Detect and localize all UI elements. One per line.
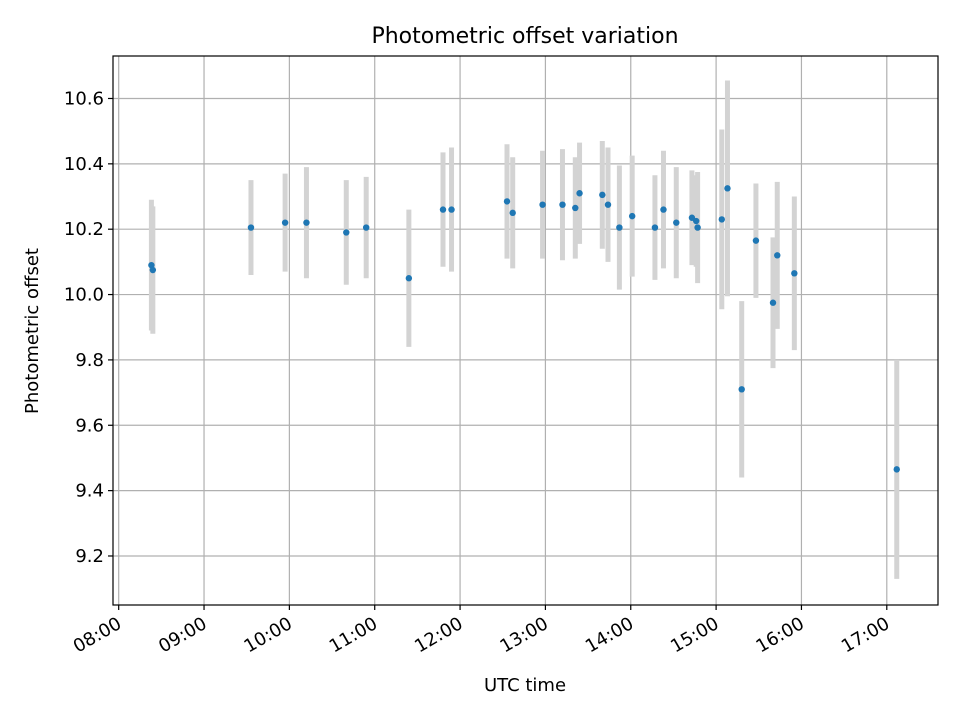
data-point [539,201,546,208]
data-point [673,219,680,226]
data-point [439,206,447,213]
y-tick-label: 9.6 [75,415,104,436]
data-point [148,261,155,269]
data-point [752,237,760,244]
plot-area-frame [112,55,939,606]
data-point [572,204,579,212]
data-point [724,185,731,192]
data-point [343,229,350,236]
data-point [281,219,289,226]
data-point [149,266,157,274]
data-point [503,198,511,205]
data-point [692,217,700,225]
data-point [893,466,900,473]
data-point [247,224,255,231]
data-point [694,224,701,231]
y-axis-label: Photometric offset [22,248,43,414]
data-point [651,224,659,231]
data-point [660,206,667,213]
y-tick-label: 9.8 [75,350,104,371]
y-tick-label: 10.4 [64,154,104,175]
data-point [604,201,612,208]
y-tick-label: 10.0 [64,285,104,306]
data-point [405,275,413,282]
data-point [628,212,636,220]
data-point [448,206,455,213]
y-tick-label: 9.4 [75,481,104,502]
chart-title: Photometric offset variation [371,24,678,49]
data-point [303,219,310,226]
data-points [148,185,900,473]
data-point [362,224,370,231]
y-tick-label: 9.2 [75,546,104,567]
data-point [559,201,566,208]
data-point [738,386,745,393]
data-point [774,252,781,259]
y-tick-label: 10.2 [64,219,104,240]
data-point [576,190,583,197]
y-tick-label: 10.6 [64,88,104,109]
data-point [769,299,777,306]
data-point [509,209,516,217]
data-point [616,224,623,231]
y-axis-ticks: 9.2 9.4 9.6 9.8 10.0 10.2 10.4 10.6 [64,88,113,567]
data-point [791,270,798,277]
x-axis-label: UTC time [484,675,566,696]
data-point [718,216,725,223]
data-point [599,191,606,199]
